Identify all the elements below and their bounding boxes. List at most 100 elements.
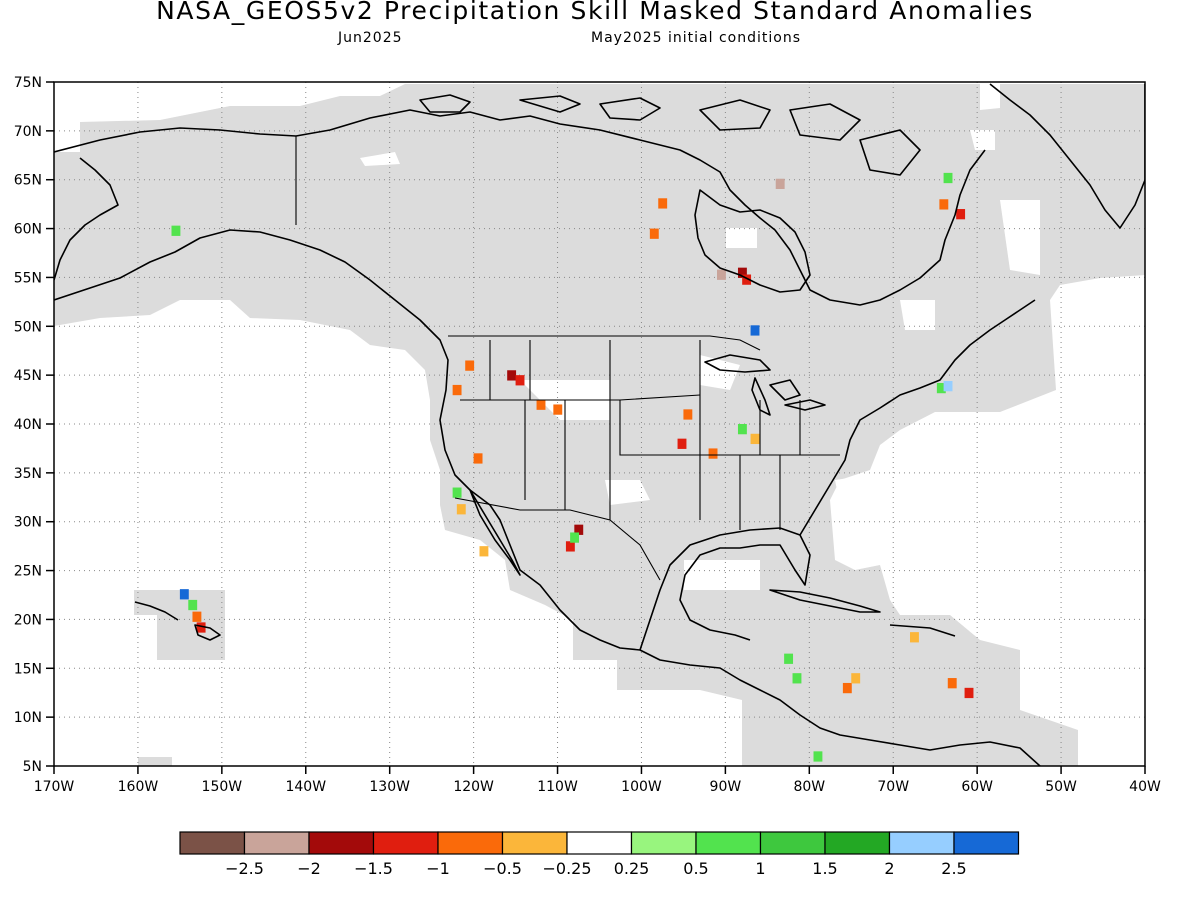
- lat-tick-label: 65N: [14, 173, 42, 189]
- lon-tick-label: 80W: [793, 779, 825, 795]
- skill-mask-region: [54, 84, 1145, 766]
- anomaly-cell: [943, 172, 953, 184]
- colorbar-label: −0.25: [542, 859, 591, 878]
- anomaly-cell: [658, 198, 668, 209]
- lat-tick-label: 75N: [14, 75, 42, 91]
- colorbar-swatch: [953, 831, 1020, 855]
- anomaly-cell: [716, 269, 726, 280]
- anomaly-cell: [842, 682, 852, 694]
- anomaly-cell: [910, 632, 919, 643]
- lat-tick-label: 70N: [14, 124, 42, 140]
- lon-tick-label: 90W: [710, 779, 742, 795]
- anomaly-cell: [683, 409, 693, 420]
- anomaly-cell: [574, 524, 584, 535]
- colorbar-swatch: [501, 831, 568, 855]
- anomaly-cell: [750, 325, 760, 336]
- lon-tick-label: 150W: [202, 779, 243, 795]
- colorbar-label: −1.5: [354, 859, 393, 878]
- political-borders: [295, 136, 840, 581]
- anomaly-cell: [465, 360, 475, 371]
- lat-tick-label: 10N: [14, 710, 42, 726]
- colorbar-swatch: [824, 831, 891, 855]
- lon-tick-label: 130W: [369, 779, 410, 795]
- lon-tick-label: 60W: [961, 779, 993, 795]
- colorbar-swatch: [243, 831, 310, 855]
- colorbar-swatch: [630, 831, 697, 855]
- target-month-label: Jun2025: [338, 30, 403, 46]
- anomaly-cell: [570, 532, 580, 543]
- latitude-labels: 75N 70N 65N 60N 55N 50N 45N 40N 35N 30N 25N 20N 15N 1…: [14, 75, 42, 775]
- anomaly-cell: [171, 225, 181, 236]
- lat-tick-label: 45N: [14, 368, 42, 384]
- lat-tick-label: 50N: [14, 319, 42, 335]
- anomaly-cell: [677, 438, 687, 449]
- colorbar-label: 0.5: [683, 859, 708, 878]
- anomaly-cell: [737, 424, 747, 435]
- anomaly-cell: [939, 199, 949, 210]
- lon-tick-label: 110W: [537, 779, 578, 795]
- anomaly-cell: [565, 541, 575, 552]
- colorbar-label: 1: [755, 859, 765, 878]
- anomaly-cell: [851, 673, 861, 684]
- lon-tick-label: 120W: [453, 779, 494, 795]
- lon-tick-label: 170W: [34, 779, 75, 795]
- colorbar-label: 2: [884, 859, 894, 878]
- anomaly-cells: [171, 172, 974, 762]
- chart-title: NASA_GEOS5v2 Precipitation Skill Masked …: [156, 0, 1034, 25]
- anomaly-cell: [179, 589, 189, 600]
- lat-tick-label: 40N: [14, 417, 42, 433]
- anomaly-cell: [536, 399, 546, 410]
- lon-tick-label: 40W: [1129, 779, 1161, 795]
- lon-tick-label: 70W: [877, 779, 909, 795]
- anomaly-cell: [792, 673, 802, 684]
- anomaly-cell: [813, 751, 823, 762]
- lat-tick-label: 5N: [23, 759, 42, 775]
- anomaly-cell: [649, 228, 659, 239]
- colorbar-swatch: [888, 831, 955, 855]
- colorbar-label: −2.5: [225, 859, 264, 878]
- anomaly-cell: [784, 653, 794, 664]
- colorbar-swatch: [308, 831, 375, 855]
- colorbar-swatch: [372, 831, 439, 855]
- anomaly-cell: [964, 687, 974, 699]
- colorbar-labels: −2.5 −2 −1.5 −1 −0.5 −0.25 0.25 0.5 1 1.5 2 2.5: [225, 859, 967, 878]
- anomaly-cell: [553, 404, 563, 415]
- anomaly-cell: [708, 448, 718, 459]
- coastlines: [54, 83, 1145, 766]
- colorbar-label: −0.5: [483, 859, 522, 878]
- colorbar-swatch: [566, 831, 633, 855]
- lon-tick-label: 160W: [118, 779, 159, 795]
- anomaly-cell: [515, 375, 525, 386]
- lat-tick-label: 20N: [14, 612, 42, 628]
- initial-conditions-label: May2025 initial conditions: [591, 30, 801, 46]
- anomaly-cell: [750, 433, 760, 445]
- anomaly-cell: [737, 267, 747, 278]
- anomaly-cell: [452, 384, 462, 396]
- lat-tick-label: 60N: [14, 222, 42, 238]
- lat-tick-label: 35N: [14, 466, 42, 482]
- lat-tick-label: 55N: [14, 270, 42, 286]
- colorbar-label: 2.5: [941, 859, 966, 878]
- lon-tick-label: 100W: [621, 779, 662, 795]
- colorbar-label: 0.25: [614, 859, 650, 878]
- colorbar: [179, 831, 1020, 855]
- anomaly-cell: [936, 382, 946, 394]
- lat-tick-label: 30N: [14, 515, 42, 531]
- lat-tick-label: 25N: [14, 564, 42, 580]
- lon-tick-label: 50W: [1045, 779, 1077, 795]
- colorbar-swatch: [179, 831, 246, 855]
- colorbar-label: −2: [297, 859, 321, 878]
- anomaly-cell: [956, 209, 966, 220]
- anomaly-cell: [456, 504, 466, 515]
- anomaly-cell: [742, 274, 752, 285]
- anomaly-cell: [943, 381, 953, 392]
- colorbar-label: 1.5: [812, 859, 837, 878]
- anomaly-cell: [947, 678, 957, 689]
- anomaly-cell: [452, 487, 462, 498]
- anomaly-cell: [192, 611, 202, 622]
- colorbar-swatch: [759, 831, 826, 855]
- anomaly-cell: [196, 622, 206, 633]
- graticule: [54, 82, 1145, 766]
- lat-tick-label: 15N: [14, 661, 42, 677]
